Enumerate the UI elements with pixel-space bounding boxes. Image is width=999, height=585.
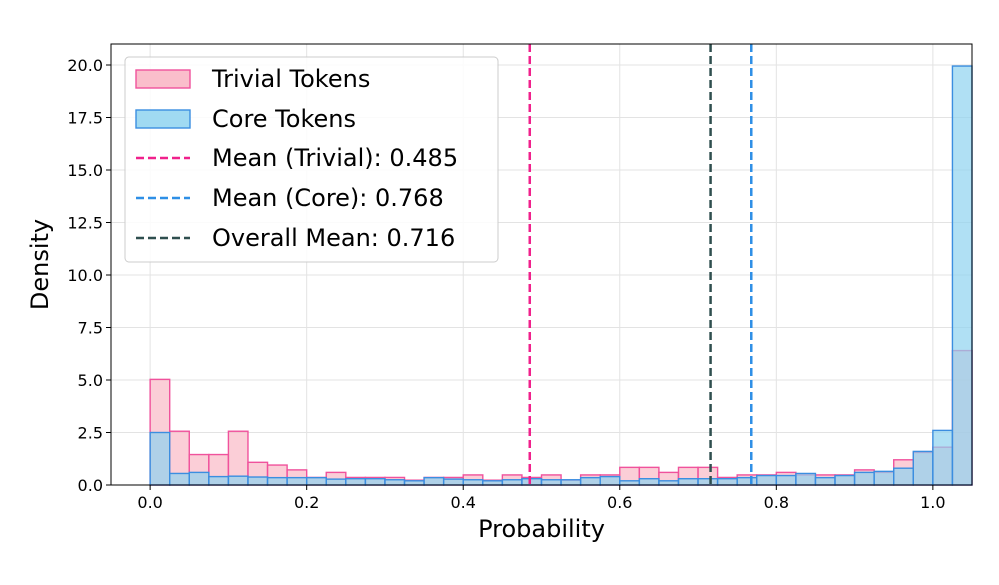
y-tick-label-3: 7.5 <box>78 319 103 338</box>
x-axis-ticks: 0.0 0.2 0.4 0.6 0.8 1.0 <box>137 485 946 512</box>
core-bar-14 <box>423 476 445 486</box>
legend-label-core: Core Tokens <box>212 105 356 133</box>
y-tick-label-0: 0.0 <box>78 476 103 495</box>
core-bar-26 <box>658 480 680 486</box>
core-bar-22 <box>579 476 601 486</box>
legend-label-mean-core: Mean (Core): 0.768 <box>212 184 444 212</box>
legend-swatch-core <box>135 109 191 129</box>
core-bar-23 <box>599 475 621 486</box>
core-bar-27 <box>677 478 699 486</box>
plot-frame <box>110 43 973 486</box>
core-bar-5 <box>247 476 269 486</box>
core-bar-7 <box>286 476 308 486</box>
core-bar-37 <box>873 470 895 486</box>
core-bar-0 <box>149 431 171 486</box>
core-bar-31 <box>756 474 778 486</box>
legend-label-trivial: Trivial Tokens <box>211 65 370 93</box>
core-bar-16 <box>462 479 484 486</box>
y-tick-label-4: 10.0 <box>67 266 103 285</box>
legend: Trivial Tokens Core Tokens Mean (Trivial… <box>124 56 499 263</box>
core-bar-30 <box>736 476 758 486</box>
core-bar-10 <box>345 478 367 486</box>
x-tick-label-1: 0.2 <box>294 493 319 512</box>
core-bar-36 <box>853 471 875 486</box>
y-axis-title: Density <box>26 219 54 310</box>
core-bar-11 <box>364 478 386 486</box>
x-tick-label-2: 0.4 <box>451 493 476 512</box>
legend-swatch-trivial <box>135 69 191 89</box>
legend-box <box>124 56 499 263</box>
core-bar-9 <box>325 478 347 486</box>
core-bar-38 <box>893 467 914 486</box>
y-tick-label-8: 20.0 <box>67 56 103 75</box>
y-tick-label-1: 2.5 <box>78 424 103 443</box>
core-bar-3 <box>208 475 230 486</box>
core-bar-1 <box>169 472 190 486</box>
core-bar-20 <box>540 479 562 486</box>
core-bar-33 <box>795 472 817 486</box>
core-bar-2 <box>188 471 210 486</box>
core-bar-21 <box>560 479 582 486</box>
core-bar-35 <box>834 474 856 486</box>
core-bar-40 <box>932 429 954 486</box>
mean-lines <box>528 44 753 485</box>
core-bar-19 <box>521 478 543 486</box>
y-tick-label-6: 15.0 <box>67 161 103 180</box>
y-tick-label-5: 12.5 <box>67 214 103 233</box>
core-bar-13 <box>403 480 425 486</box>
core-bar-15 <box>442 478 464 486</box>
core-bar-41 <box>951 65 973 486</box>
core-bar-17 <box>482 480 504 486</box>
x-tick-label-3: 0.6 <box>607 493 632 512</box>
x-tick-label-0: 0.0 <box>137 493 162 512</box>
core-bar-8 <box>305 476 327 486</box>
core-bar-28 <box>697 478 719 486</box>
core-bars <box>149 65 973 486</box>
x-axis-title: Probability <box>478 515 605 543</box>
x-tick-label-4: 0.8 <box>764 493 789 512</box>
legend-label-overall-mean: Overall Mean: 0.716 <box>212 224 455 252</box>
core-bar-4 <box>227 475 249 486</box>
core-bar-6 <box>266 476 288 486</box>
core-bar-32 <box>775 474 797 486</box>
trivial-bars <box>149 349 973 486</box>
core-bar-39 <box>912 450 934 486</box>
core-bar-12 <box>384 479 406 486</box>
core-bar-29 <box>716 478 738 486</box>
legend-label-mean-trivial: Mean (Trivial): 0.485 <box>212 144 458 172</box>
y-axis-ticks: 0.0 2.5 5.0 7.5 10.0 12.5 15.0 17.5 20.0 <box>67 56 111 495</box>
core-bar-18 <box>501 479 523 486</box>
y-tick-label-2: 5.0 <box>78 371 103 390</box>
core-bar-24 <box>619 480 641 486</box>
x-tick-label-5: 1.0 <box>920 493 945 512</box>
core-bar-34 <box>814 476 836 486</box>
y-tick-label-7: 17.5 <box>67 109 103 128</box>
core-bar-25 <box>638 478 660 486</box>
